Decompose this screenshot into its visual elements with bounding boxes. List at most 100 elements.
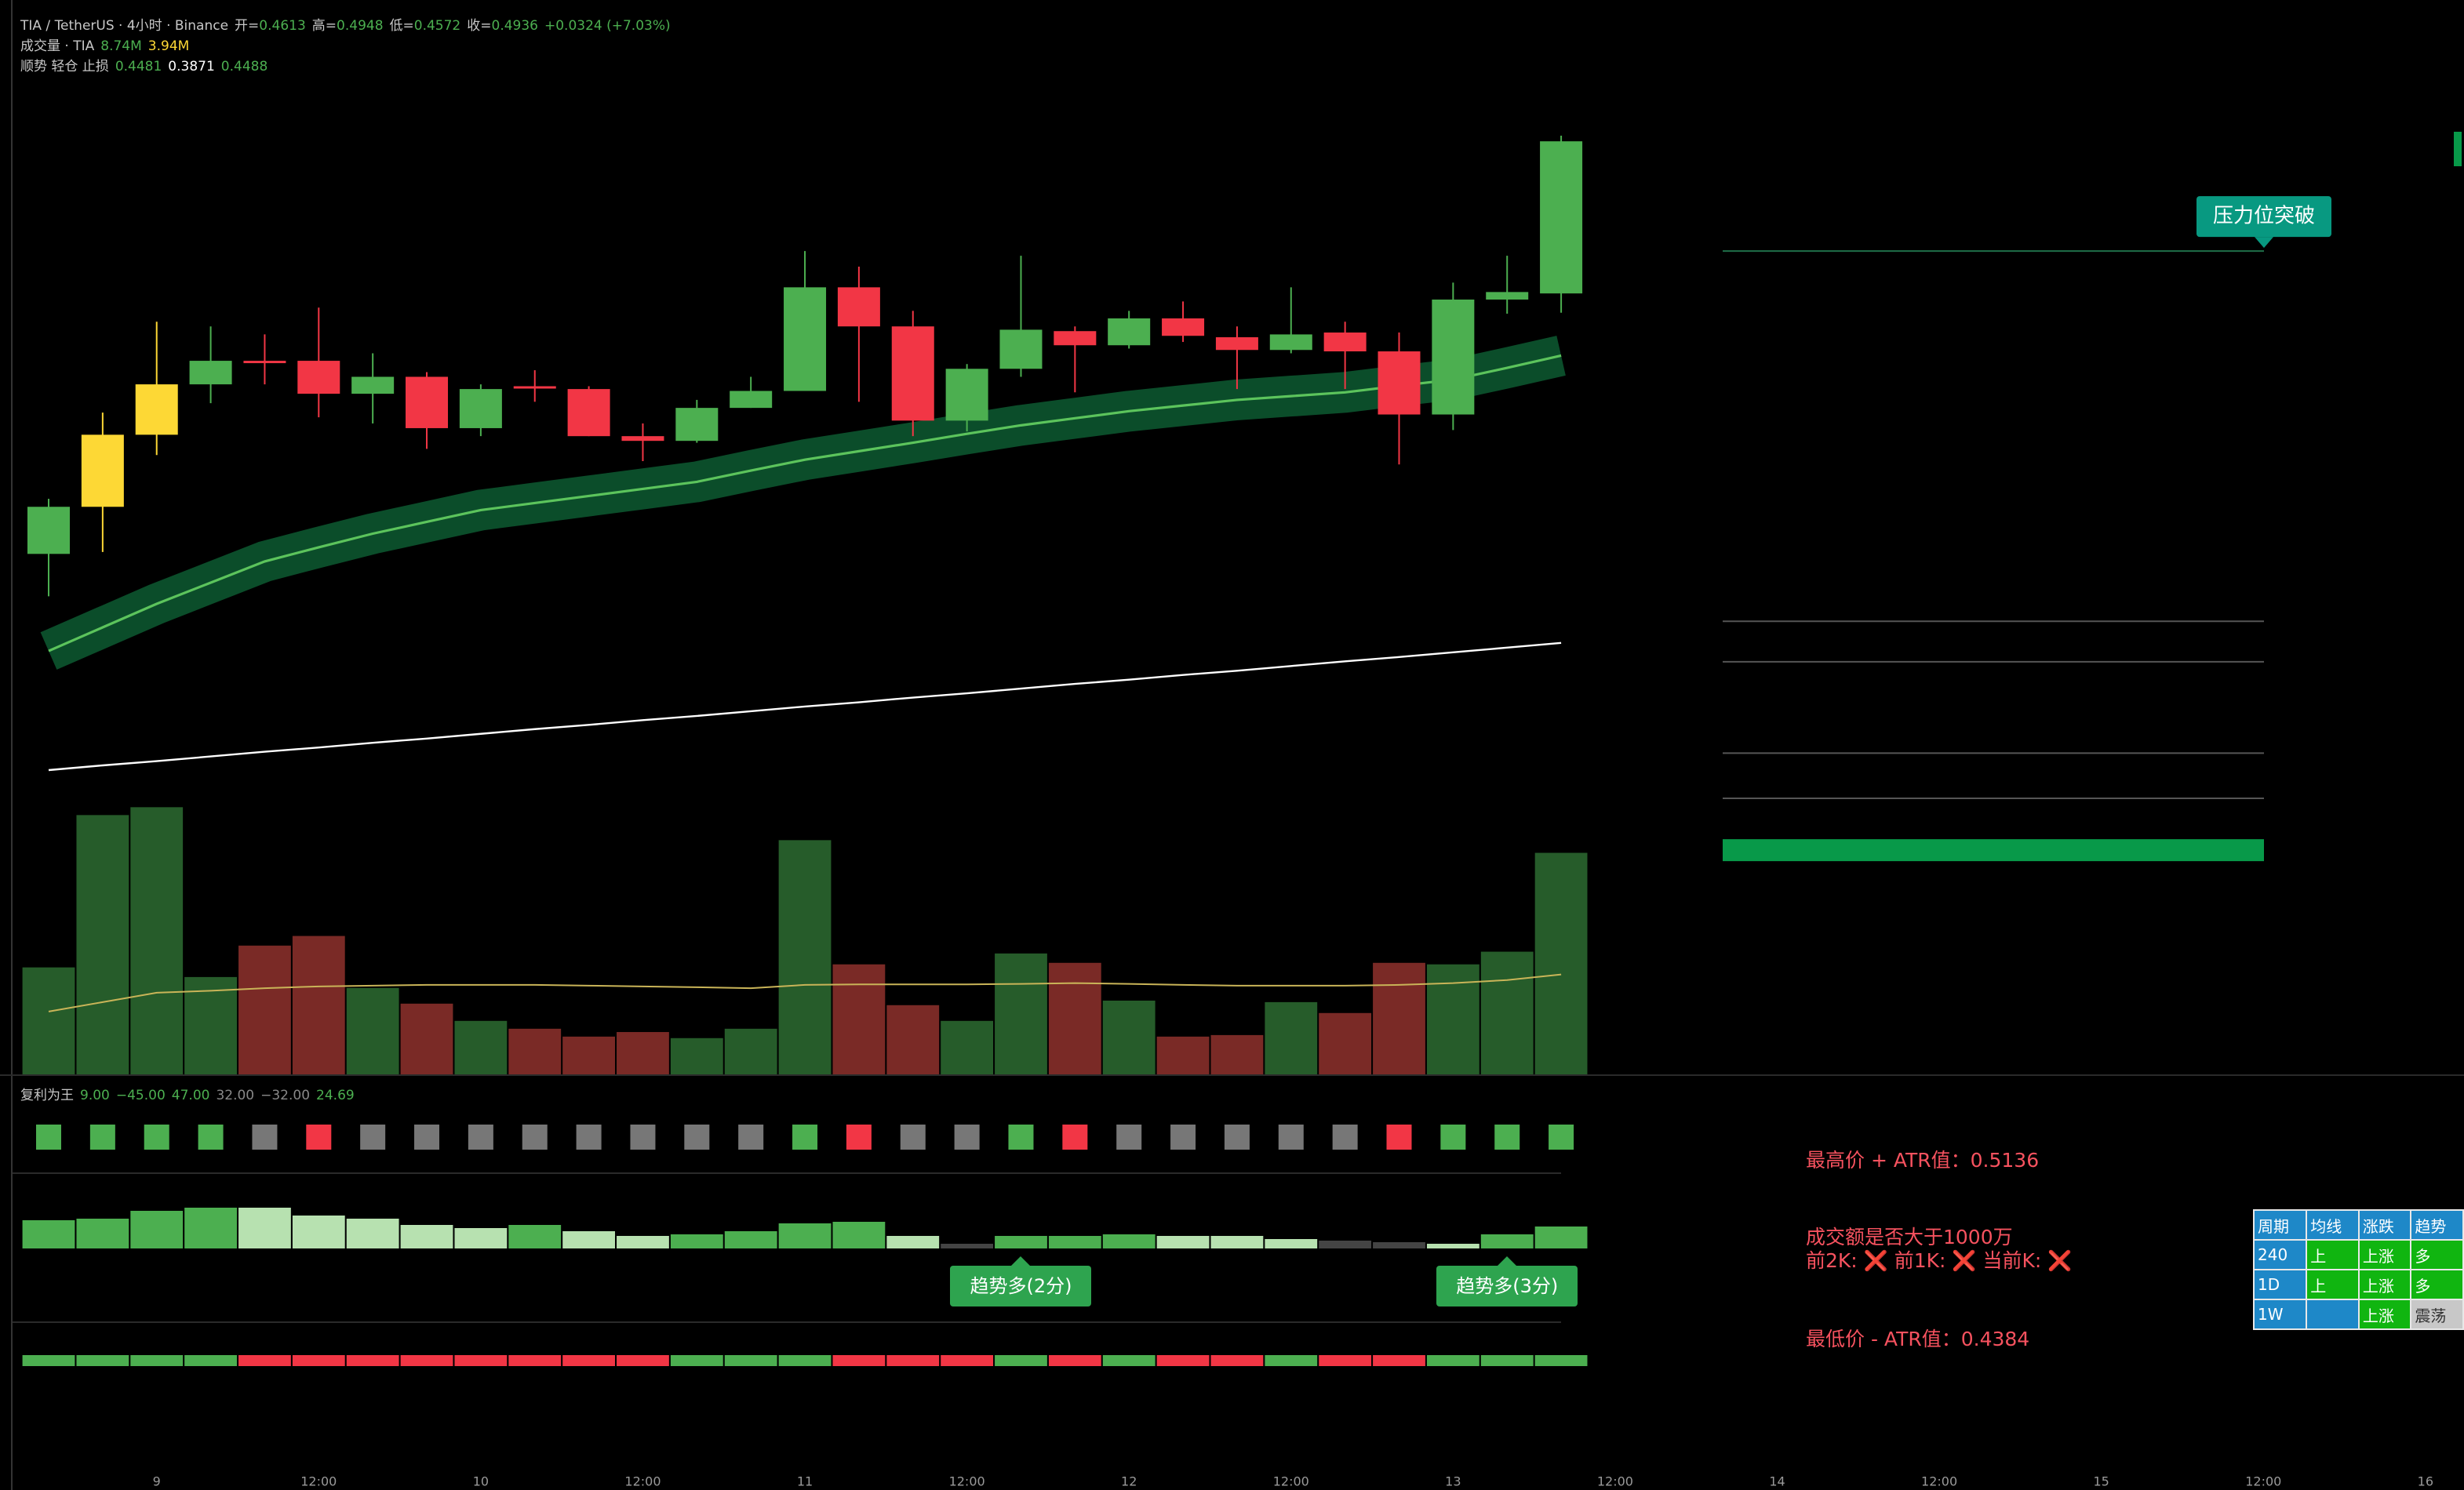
- trend-strip: [400, 1355, 453, 1366]
- table-row: 240 上上涨多: [2252, 1239, 2464, 1270]
- table-row: 1D 上上涨多: [2252, 1269, 2464, 1300]
- trend-strip: [1319, 1355, 1372, 1366]
- histogram-bar: [724, 1231, 777, 1248]
- ohlc-value: 0.4572: [413, 18, 461, 34]
- signal-square: [306, 1125, 332, 1150]
- ohlc-value: 0.4613: [259, 18, 306, 34]
- x-tick-label: 15: [2094, 1474, 2109, 1489]
- candle-body: [243, 361, 286, 364]
- indicator-legend: 复利为王 9.00 −45.00 47.00 32.00 −32.00 24.69: [20, 1084, 361, 1103]
- table-cell: 240: [2252, 1239, 2308, 1270]
- trend-strip: [1048, 1355, 1101, 1366]
- legend-value: 0.4481: [115, 59, 162, 74]
- ma-line: [48, 641, 1562, 772]
- signal-square: [1116, 1125, 1142, 1150]
- candle-body: [351, 376, 395, 394]
- volume-bar: [941, 1020, 994, 1074]
- table-cell: 震荡: [2410, 1299, 2464, 1330]
- trend-strip: [617, 1355, 669, 1366]
- histogram-bar: [617, 1236, 669, 1248]
- trend-strip: [22, 1355, 75, 1366]
- legend-value: 0.3871: [168, 59, 215, 74]
- volume-bar: [76, 815, 129, 1074]
- volume-ma: [48, 973, 1562, 1012]
- table-header-cell: 均线: [2306, 1209, 2360, 1241]
- trend-strip: [130, 1355, 184, 1366]
- candle-body: [1054, 331, 1097, 346]
- histogram-bar: [995, 1236, 1047, 1248]
- trend-strip: [1102, 1355, 1156, 1366]
- table-cell: [2306, 1299, 2360, 1330]
- volume-bar: [130, 807, 184, 1074]
- candle-body: [1269, 334, 1312, 351]
- trend-strip: [1480, 1355, 1534, 1366]
- edge-marker: [2454, 132, 2462, 166]
- legend-value: −45.00: [115, 1088, 166, 1103]
- candle-body: [81, 434, 124, 507]
- signal-square: [1170, 1125, 1196, 1150]
- histogram-bar: [832, 1222, 886, 1248]
- signal-square: [36, 1125, 61, 1150]
- trend-strip: [1426, 1355, 1479, 1366]
- level-label-box: [2196, 196, 2331, 238]
- candle-body: [297, 361, 340, 394]
- histogram-bar: [1426, 1244, 1479, 1248]
- table-cell: 上涨: [2357, 1269, 2412, 1300]
- x-tick-label: 10: [473, 1474, 489, 1489]
- signal-square: [252, 1125, 278, 1150]
- legend-value: 3.94M: [147, 38, 190, 54]
- histogram-bar: [454, 1228, 508, 1248]
- x-tick-label: 12:00: [1921, 1474, 1957, 1489]
- histogram-bar: [346, 1219, 399, 1248]
- trend-strip: [184, 1355, 237, 1366]
- volume-bar: [238, 945, 291, 1074]
- signal-square: [1224, 1125, 1250, 1150]
- table-row: 1W 上涨 震荡: [2252, 1299, 2464, 1330]
- volume-bar: [886, 1005, 940, 1074]
- trend-table: 周期 均线 涨跌 趋势 240 上上涨多 1D 上上涨多 1W 上涨 震荡: [2252, 1209, 2464, 1330]
- trend-strip: [238, 1355, 291, 1366]
- trend-strip: [1210, 1355, 1264, 1366]
- candle-body: [1432, 299, 1475, 415]
- histogram-bar: [508, 1225, 562, 1248]
- volume-bar: [184, 976, 237, 1074]
- histogram-bar: [670, 1234, 723, 1248]
- volume-bar: [562, 1036, 615, 1074]
- signal-square: [198, 1125, 224, 1150]
- histogram-bar: [184, 1208, 237, 1248]
- table-header-cell: 涨跌: [2357, 1209, 2412, 1241]
- trend-strip: [1373, 1355, 1425, 1366]
- x-tick-label: 12: [1121, 1474, 1137, 1489]
- table-header: 周期 均线 涨跌 趋势: [2252, 1209, 2464, 1241]
- histogram-bar: [1534, 1227, 1588, 1248]
- candle-body: [406, 376, 449, 428]
- x-tick-label: 12:00: [2245, 1474, 2281, 1489]
- candle-body: [1108, 318, 1151, 346]
- legend-value: 47.00: [171, 1088, 210, 1103]
- trend-legend: 顺势 轻仓 止损 0.4481 0.3871 0.4488: [20, 55, 274, 74]
- table-cell: 上涨: [2357, 1299, 2412, 1330]
- signal-square: [522, 1125, 548, 1150]
- trend-strip: [941, 1355, 994, 1366]
- volume-bar: [292, 936, 345, 1074]
- trend-strip: [454, 1355, 508, 1366]
- level-bar: [1723, 839, 2264, 862]
- table-cell: 1D: [2252, 1269, 2308, 1300]
- trend-badge: 趋势多(2分): [950, 1256, 1092, 1306]
- trend-strip: [346, 1355, 399, 1366]
- table-header-cell: 趋势: [2410, 1209, 2464, 1241]
- signal-square: [684, 1125, 710, 1150]
- trend-strip: [670, 1355, 723, 1366]
- legend-value: 9.00: [80, 1088, 110, 1103]
- volume-bar: [1265, 1001, 1318, 1074]
- candle-body: [837, 287, 880, 327]
- volume-bar: [1210, 1034, 1264, 1074]
- signal-square: [738, 1125, 764, 1150]
- signal-square: [1549, 1125, 1574, 1150]
- legend-label: 顺势 轻仓 止损: [20, 59, 109, 74]
- histogram-bar: [778, 1223, 832, 1248]
- ma-band: [40, 336, 1566, 670]
- signal-square: [1062, 1125, 1088, 1150]
